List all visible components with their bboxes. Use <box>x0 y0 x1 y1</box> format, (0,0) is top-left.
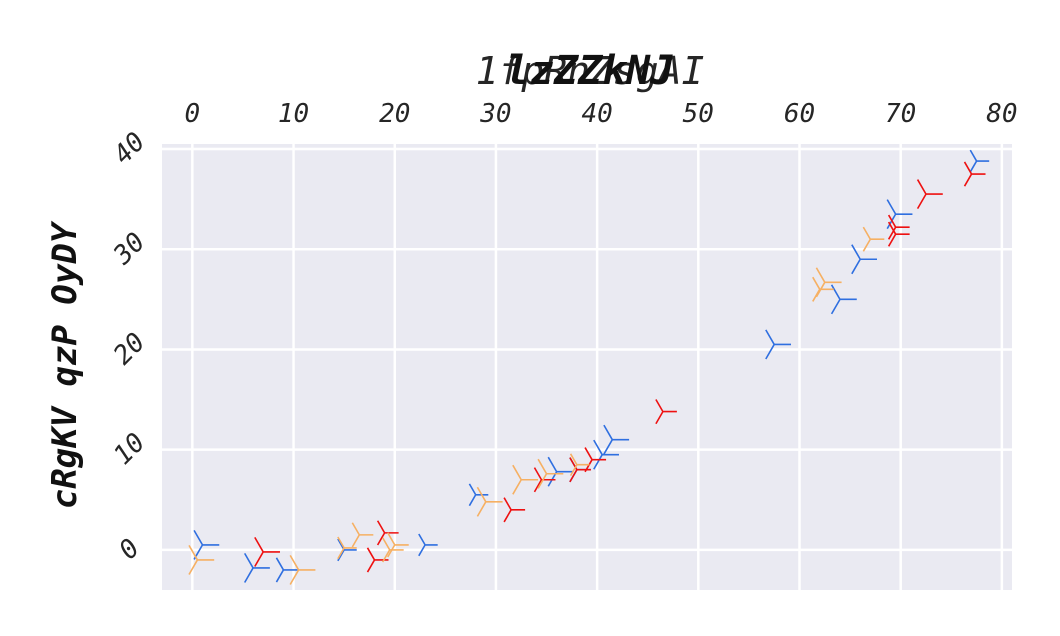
x-tick-label: 10 <box>278 99 309 129</box>
x-tick-label: 50 <box>683 99 714 129</box>
data-point <box>887 214 910 240</box>
data-point <box>387 532 409 558</box>
data-point <box>351 522 374 548</box>
data-point <box>862 226 885 252</box>
x-tick-label: 0 <box>185 99 201 129</box>
data-point <box>376 520 399 546</box>
data-point <box>512 464 539 495</box>
data-point <box>963 161 986 187</box>
data-point <box>337 536 357 560</box>
data-point <box>916 179 943 210</box>
data-point <box>815 267 842 298</box>
y-axis-label: cRgKV qzP OyDY <box>45 220 85 509</box>
x-tick-label: 60 <box>784 99 815 129</box>
data-point <box>476 486 503 517</box>
data-point <box>887 221 910 247</box>
data-point <box>569 453 590 477</box>
y-tick-label: 20 <box>108 327 151 370</box>
x-tick-label: 20 <box>379 99 410 129</box>
plot-background <box>162 144 1012 590</box>
data-point <box>418 533 438 557</box>
y-tick-label: 40 <box>108 127 151 170</box>
data-point <box>593 439 619 470</box>
data-point <box>812 276 834 302</box>
chart-title-overlap: 1fpRnZsgAI <box>476 49 705 93</box>
y-tick-labels: 0 10 20 30 40 <box>107 127 151 566</box>
x-tick-label: 40 <box>581 99 612 129</box>
y-tick-label: 10 <box>108 428 151 471</box>
data-point <box>830 284 857 315</box>
data-point <box>969 149 990 173</box>
data-point <box>655 399 677 425</box>
data-point <box>503 497 526 523</box>
data-point <box>289 555 316 585</box>
x-tick-label: 80 <box>986 99 1017 129</box>
data-points <box>188 149 990 585</box>
data-point <box>275 557 298 583</box>
data-point <box>188 544 215 575</box>
data-point <box>254 536 280 567</box>
data-point <box>337 538 357 562</box>
x-tick-label: 30 <box>479 99 511 129</box>
x-tick-label: 70 <box>885 99 916 129</box>
data-point <box>366 547 389 573</box>
y-tick-label: 30 <box>107 227 151 271</box>
chart-title: lzZZkNJ <box>506 48 675 94</box>
data-point <box>603 424 630 455</box>
data-point <box>851 244 878 275</box>
data-point <box>537 458 564 489</box>
y-tick-label: 0 <box>114 533 146 565</box>
data-point <box>584 447 607 473</box>
grid-lines <box>162 144 1012 590</box>
x-tick-labels: 0 10 20 30 40 50 60 70 80 <box>185 99 1018 129</box>
data-point <box>765 329 792 360</box>
data-point <box>243 553 270 583</box>
